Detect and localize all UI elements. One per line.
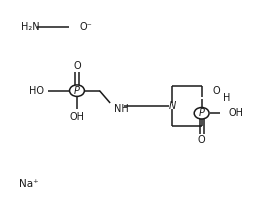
Text: NH: NH: [114, 104, 129, 114]
Text: Na⁺: Na⁺: [19, 179, 38, 189]
Text: O: O: [73, 61, 81, 71]
Text: P: P: [74, 86, 80, 96]
Text: P: P: [199, 108, 204, 118]
Text: O⁻: O⁻: [80, 22, 92, 32]
Text: O: O: [212, 86, 220, 96]
Text: OH: OH: [228, 108, 243, 118]
Text: N: N: [169, 101, 176, 111]
Text: HO: HO: [29, 86, 44, 96]
Text: H₂N: H₂N: [21, 22, 40, 32]
Text: OH: OH: [69, 112, 84, 122]
Text: O: O: [198, 135, 206, 145]
Text: H: H: [223, 93, 230, 103]
